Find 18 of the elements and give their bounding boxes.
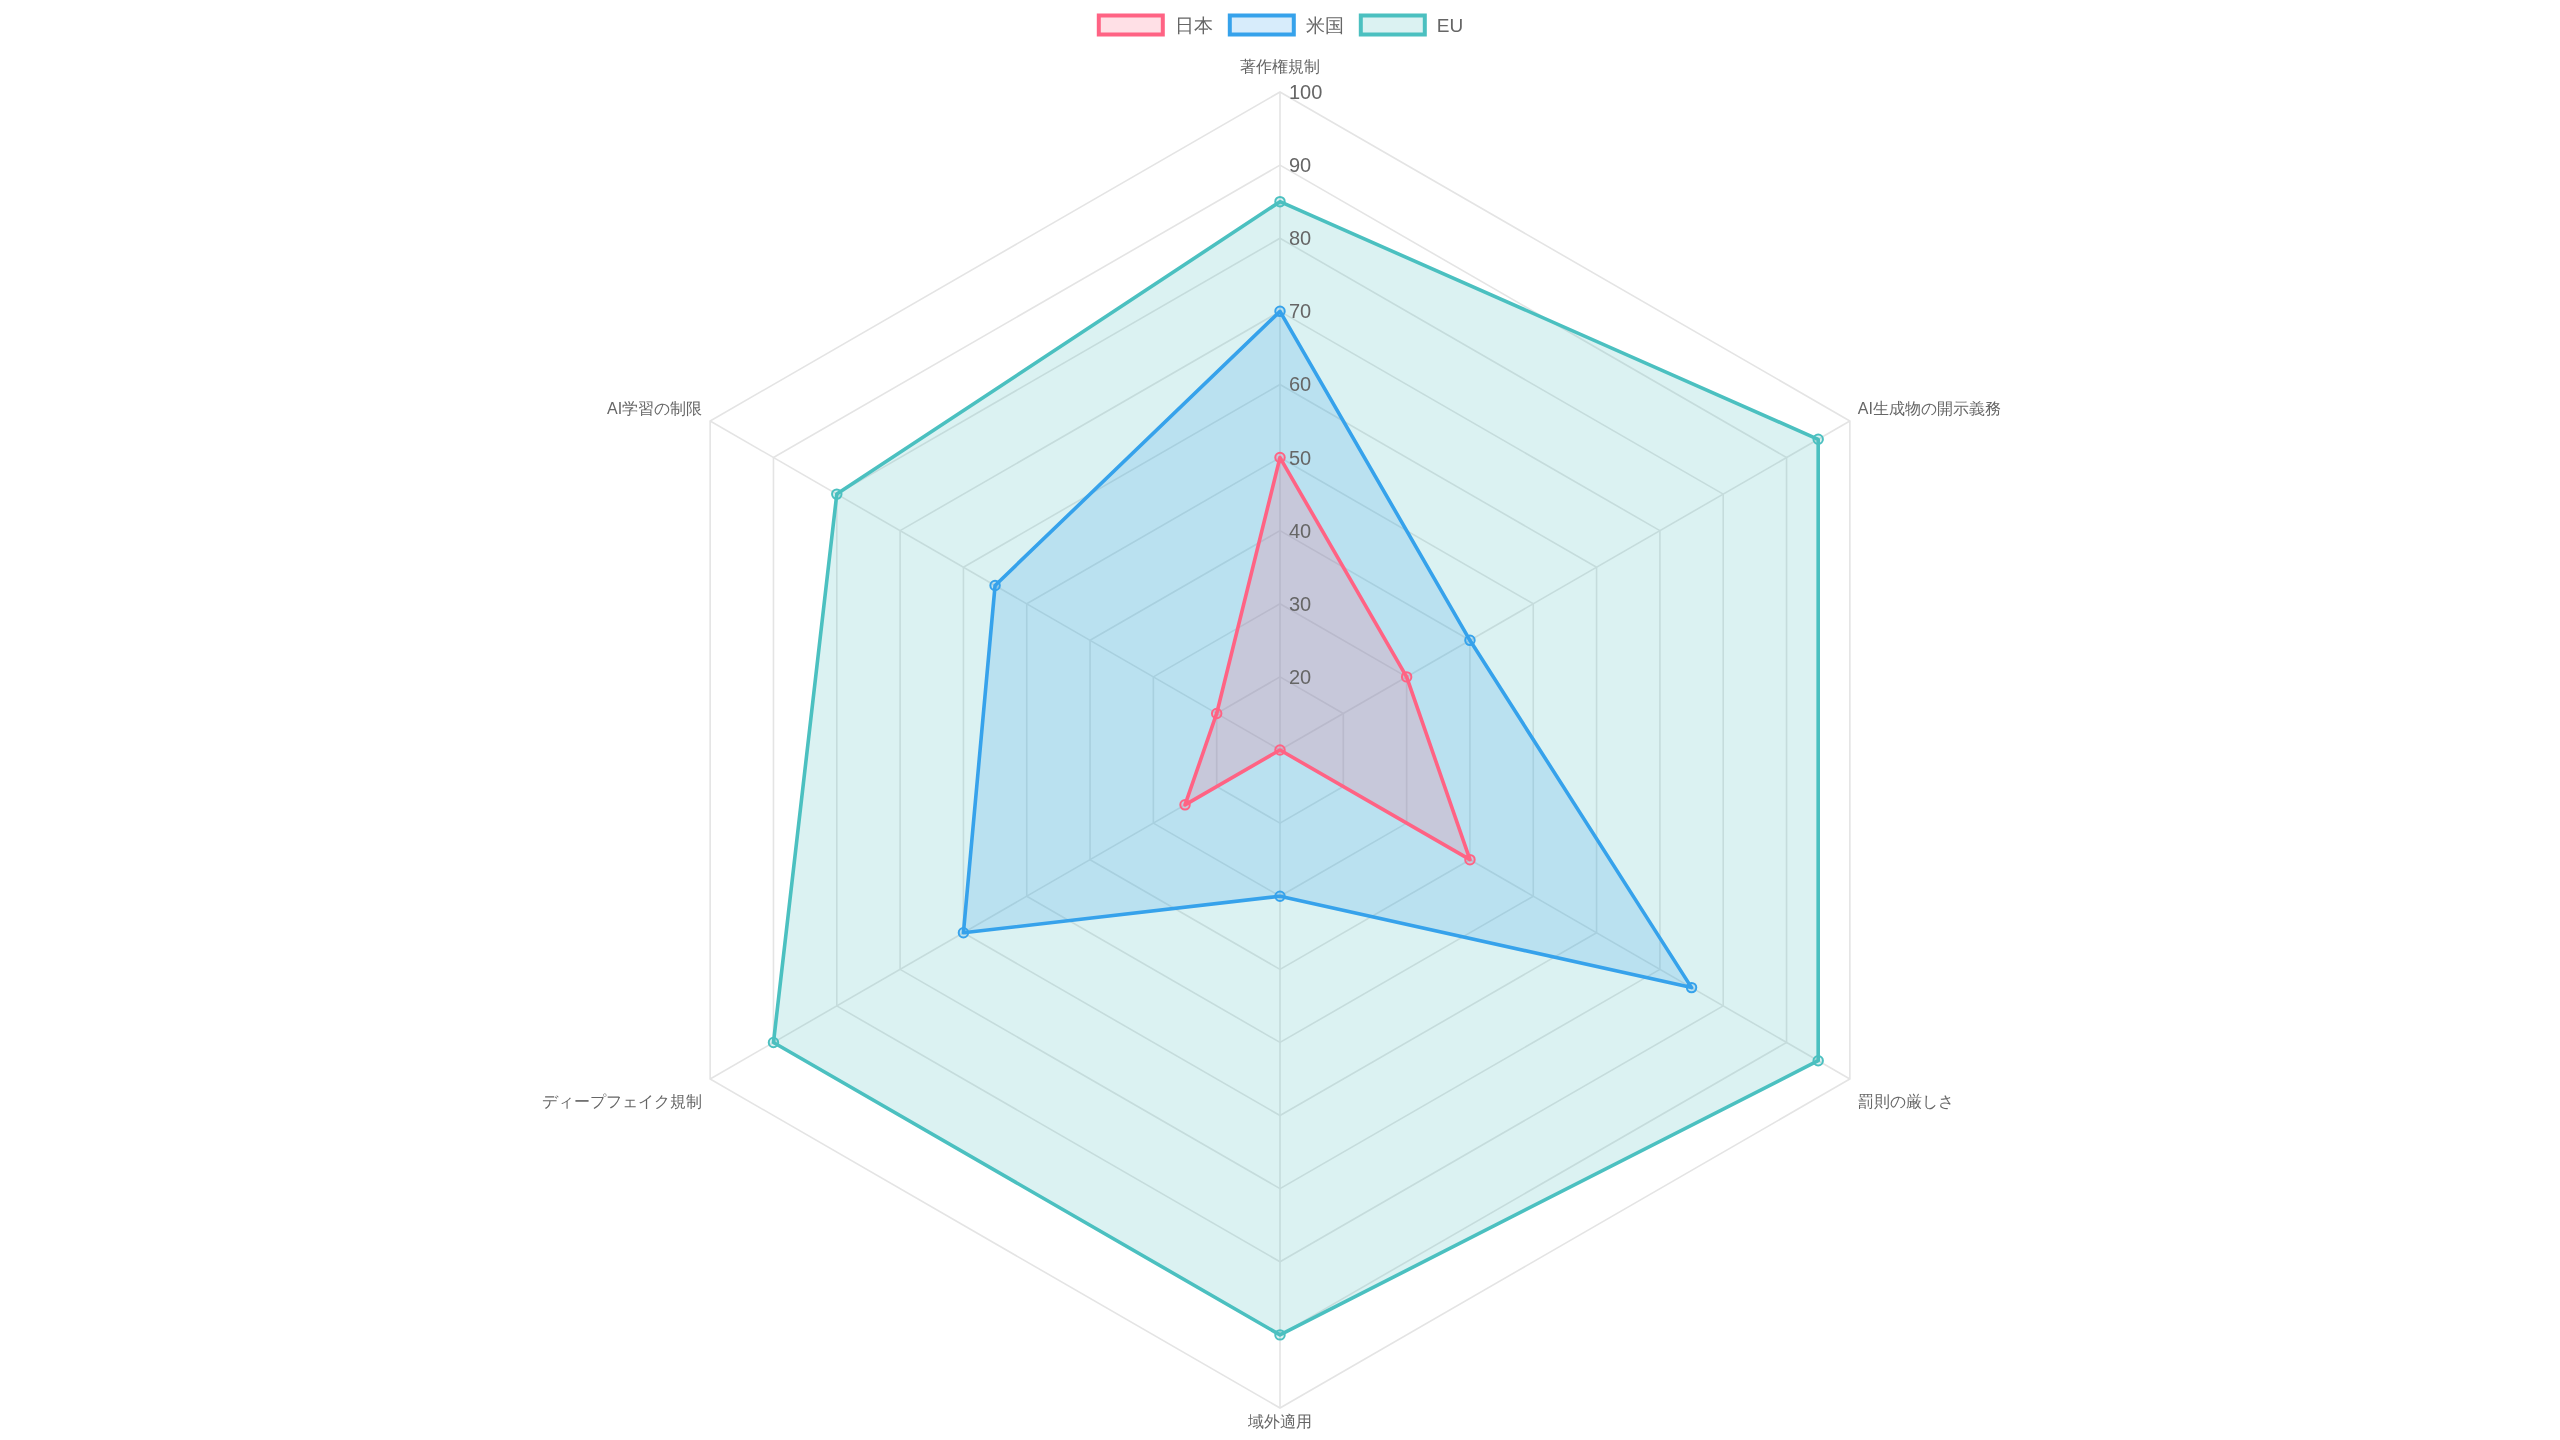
- spoke-label: AI学習の制限: [607, 399, 703, 417]
- y-tick-label: 20: [1289, 665, 1312, 688]
- y-tick-label: 30: [1289, 592, 1312, 615]
- spoke-label: 域外適用: [1247, 1413, 1312, 1431]
- y-tick-label: 80: [1289, 227, 1312, 250]
- legend-label: 米国: [1305, 14, 1344, 36]
- y-tick-label: 40: [1289, 519, 1312, 542]
- y-tick-label: 100: [1289, 81, 1323, 103]
- y-tick-label: 90: [1289, 154, 1312, 177]
- y-tick-label: 50: [1289, 446, 1312, 469]
- spoke-label: 罰則の厳しさ: [1857, 1092, 1954, 1110]
- y-tick-label: 70: [1289, 300, 1312, 323]
- legend-label: 日本: [1174, 14, 1213, 36]
- spoke-label: ディープフェイク規制: [542, 1092, 703, 1110]
- y-tick-label: 60: [1289, 373, 1312, 396]
- spoke-label: 著作権規制: [1240, 58, 1320, 75]
- legend-label: EU: [1436, 14, 1464, 36]
- spoke-label: AI生成物の開示義務: [1857, 399, 2001, 417]
